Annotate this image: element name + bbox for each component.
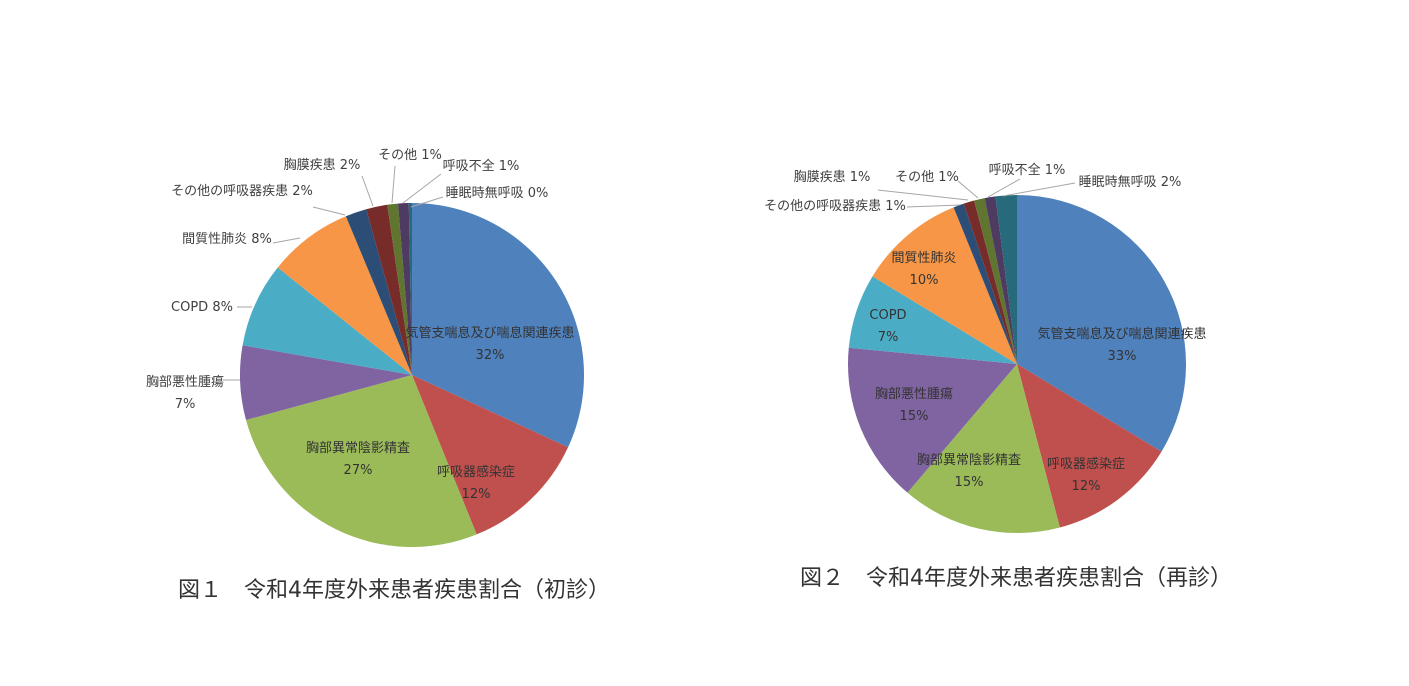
slice-label: 呼吸器感染症	[437, 464, 515, 480]
slice-label: COPD 8%	[171, 300, 233, 315]
slice-percent: 12%	[1072, 479, 1101, 494]
slice-percent: 15%	[955, 475, 984, 490]
leader-line	[272, 237, 301, 244]
slice-label: 呼吸不全 1%	[443, 158, 520, 174]
pie-chart-return-visit: 気管支喘息及び喘息関連疾患 33% 呼吸器感染症 12% 胸部異常陰影精査 15% 胸部悪性…	[764, 162, 1207, 533]
pie-slice	[848, 347, 1017, 493]
leader-line	[410, 196, 444, 208]
leader-line	[877, 189, 969, 201]
slice-percent: 15%	[900, 409, 929, 424]
slice-percent: 10%	[910, 273, 939, 288]
leader-line	[1002, 182, 1076, 197]
slice-label: 胸膜疾患 2%	[284, 158, 361, 173]
pie-chart-first-visit: 気管支喘息及び喘息関連疾患 32% 呼吸器感染症 12% 胸部異常陰影精査 27% 胸部悪性…	[146, 148, 584, 547]
leader-line	[906, 204, 961, 208]
slice-percent: 7%	[175, 397, 196, 412]
slice-label: その他 1%	[378, 148, 442, 163]
leader-line	[361, 175, 374, 207]
slice-label: 呼吸器感染症	[1047, 456, 1125, 472]
slice-label: その他 1%	[895, 170, 959, 185]
pie-slice	[872, 207, 1017, 364]
slice-label: その他の呼吸器疾患 1%	[764, 199, 906, 214]
slice-percent: 32%	[476, 348, 505, 363]
slice-label: 胸部悪性腫瘍	[875, 386, 953, 402]
slice-label: 気管支喘息及び喘息関連疾患	[1037, 326, 1206, 342]
pie-slice	[345, 209, 412, 375]
leader-line	[987, 178, 1021, 198]
pie-slice	[1017, 195, 1186, 452]
pie-slice	[398, 203, 412, 375]
pie-slice	[412, 375, 569, 535]
slice-label: 胸部異常陰影精査	[917, 453, 1021, 468]
chart-title-return-visit: 図２ 令和4年度外来患者疾患割合（再診）	[800, 566, 1232, 591]
slice-label: 睡眠時無呼吸 2%	[1079, 175, 1182, 190]
pie-slice	[412, 203, 584, 448]
pie-slice	[245, 375, 477, 547]
slice-percent: 33%	[1108, 349, 1137, 364]
slice-label: 胸部悪性腫瘍	[146, 374, 224, 390]
slice-percent: 12%	[462, 487, 491, 502]
pie-slice	[848, 276, 1017, 364]
pie-slice	[277, 216, 412, 375]
slice-label: 呼吸不全 1%	[989, 162, 1066, 178]
leader-line	[312, 206, 346, 216]
slice-label: COPD	[869, 308, 906, 323]
leader-line	[957, 180, 979, 199]
leader-line	[391, 165, 396, 204]
slice-label: 胸部異常陰影精査	[306, 441, 410, 456]
slice-label: 間質性肺炎	[891, 251, 956, 266]
pie-slice	[1017, 364, 1162, 528]
slice-label: 胸膜疾患 1%	[794, 170, 871, 185]
chart-title-first-visit: 図１ 令和4年度外来患者疾患割合（初診）	[178, 578, 610, 603]
pie-slice	[995, 195, 1017, 364]
slice-label: その他の呼吸器疾患 2%	[171, 184, 313, 199]
pie-slice	[984, 196, 1017, 364]
pie-slice	[408, 203, 412, 375]
slice-percent: 7%	[878, 330, 899, 345]
pie-slice	[387, 203, 412, 375]
slice-label: 睡眠時無呼吸 0%	[446, 186, 549, 201]
slice-label: 気管支喘息及び喘息関連疾患	[405, 325, 574, 341]
pie-slice	[953, 203, 1017, 364]
pie-slice	[366, 204, 412, 375]
pie-slice	[963, 200, 1017, 364]
pie-slice	[974, 198, 1017, 364]
leader-line	[402, 173, 442, 204]
slice-label: 間質性肺炎 8%	[182, 232, 272, 247]
pie-slice	[242, 267, 412, 375]
pie-slice	[907, 364, 1060, 533]
slice-percent: 27%	[344, 463, 373, 478]
pie-slice	[240, 345, 412, 420]
